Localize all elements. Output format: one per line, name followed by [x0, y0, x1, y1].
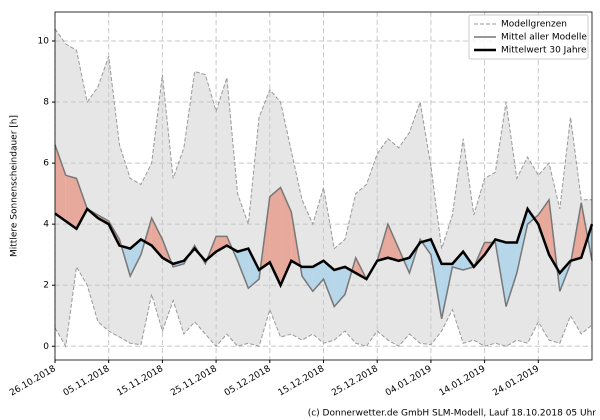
x-tick-label: 15.12.2018 [277, 364, 327, 399]
x-tick-label: 05.11.2018 [62, 364, 112, 399]
y-tick-label: 6 [43, 159, 49, 169]
y-tick-label: 8 [43, 98, 49, 108]
x-tick-label: 04.01.2019 [384, 364, 434, 399]
legend-label: Mittel aller Modelle [501, 33, 587, 43]
x-tick-label: 14.01.2019 [438, 364, 488, 399]
lower-bound-line [54, 265, 593, 348]
x-tick-label: 05.12.2018 [223, 364, 273, 399]
x-tick-label: 24.01.2019 [491, 364, 541, 399]
legend-label: Mittelwert 30 Jahre [501, 46, 587, 56]
difference-fill [302, 266, 313, 292]
difference-fill [312, 260, 324, 292]
difference-fill [323, 260, 335, 307]
difference-fill [387, 224, 399, 261]
difference-fill [269, 187, 281, 286]
difference-fill [538, 199, 550, 255]
y-tick-label: 10 [38, 37, 50, 47]
difference-fill [65, 175, 77, 229]
upper-bound-line [54, 28, 592, 250]
legend-box [468, 14, 589, 60]
difference-fill [130, 239, 141, 277]
difference-fill [216, 236, 227, 252]
x-tick-label: 25.11.2018 [169, 364, 219, 399]
difference-fill [516, 208, 528, 273]
y-tick-label: 4 [43, 220, 49, 230]
y-tick-label: 2 [43, 281, 49, 291]
difference-fill [237, 248, 249, 289]
climate-line [54, 206, 594, 289]
difference-fill [76, 178, 88, 229]
difference-fill [506, 242, 517, 307]
difference-fill [280, 187, 292, 286]
footer: (c) Donnerwetter.de GmbH SLM-Modell, Lau… [308, 409, 597, 419]
legend-label: Modellgrenzen [501, 20, 567, 30]
difference-fill [248, 248, 260, 289]
y-tick-label: 0 [43, 342, 49, 352]
y-axis-label: Mittlere Sonnenscheindauer [h] [10, 115, 20, 257]
difference-fill [55, 144, 66, 222]
difference-fill [581, 202, 588, 258]
x-tick-label: 26.10.2018 [8, 364, 58, 399]
x-tick-label: 15.11.2018 [116, 364, 166, 399]
x-tick-label: 25.12.2018 [330, 364, 380, 399]
